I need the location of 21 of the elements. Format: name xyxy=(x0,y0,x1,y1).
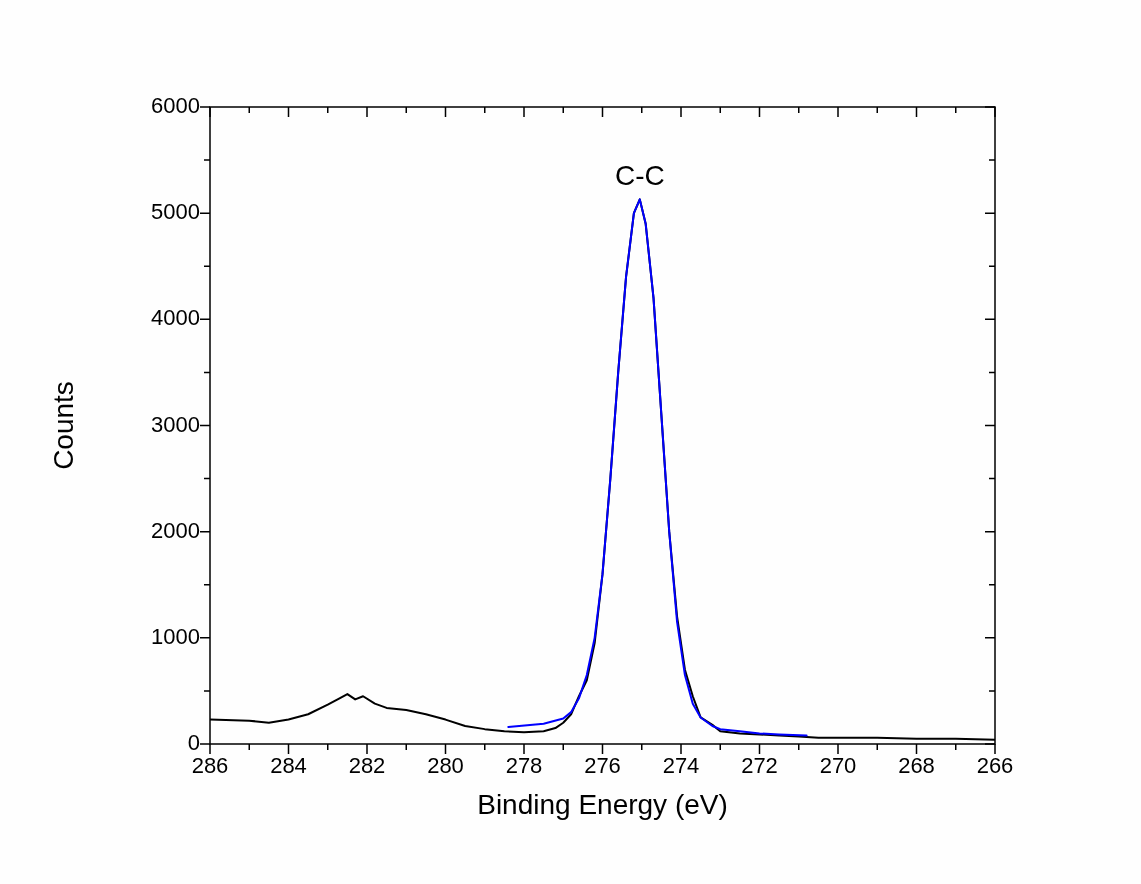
y-axis-title: Counts xyxy=(47,381,79,470)
annotation: C-C xyxy=(614,160,665,192)
x-tick-label: 272 xyxy=(741,753,778,779)
x-axis-title: Binding Energy (eV) xyxy=(477,788,728,820)
y-tick-label: 1000 xyxy=(151,623,200,649)
y-tick-label: 5000 xyxy=(151,199,200,225)
x-tick-label: 282 xyxy=(348,753,386,779)
y-tick-label: 6000 xyxy=(151,93,200,119)
x-tick-label: 278 xyxy=(505,753,543,779)
x-tick-label: 286 xyxy=(191,753,229,779)
y-tick-label: 0 xyxy=(187,730,200,756)
y-tick-label: 2000 xyxy=(151,517,200,543)
x-tick-label: 270 xyxy=(819,753,857,779)
x-tick-label: 280 xyxy=(427,753,464,779)
y-tick-label: 3000 xyxy=(151,411,200,437)
x-tick-label: 266 xyxy=(976,753,1014,779)
x-tick-label: 284 xyxy=(270,753,307,779)
x-tick-label: 276 xyxy=(584,753,621,779)
x-tick-label: 268 xyxy=(898,753,935,779)
x-tick-label: 274 xyxy=(662,753,700,779)
y-tick-label: 4000 xyxy=(151,305,200,331)
